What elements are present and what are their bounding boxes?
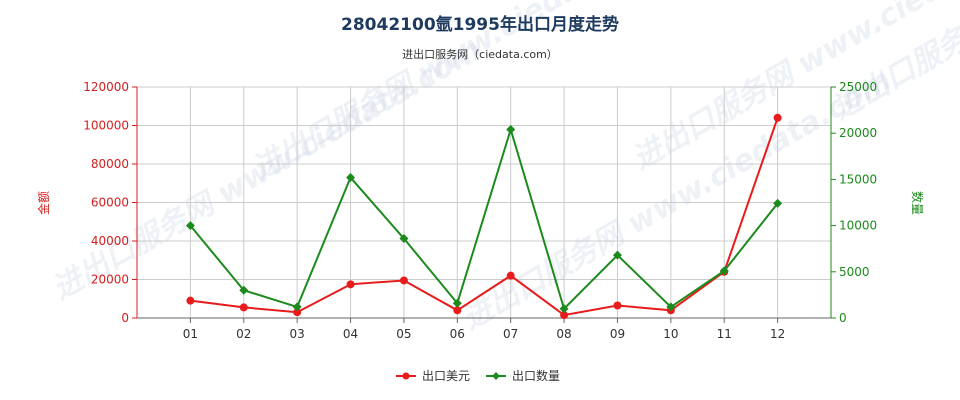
series-usd-point <box>613 301 622 310</box>
series-qty-point <box>773 198 783 208</box>
series-qty-point <box>346 173 356 183</box>
series-layer <box>185 113 783 320</box>
series-qty-point <box>399 234 409 244</box>
x-tick-label: 10 <box>663 327 678 341</box>
legend-usd-marker <box>402 372 410 380</box>
series-usd-point <box>453 306 462 315</box>
series-qty-point <box>292 302 302 312</box>
series-usd-point <box>186 296 195 305</box>
series-usd-point <box>773 113 782 122</box>
x-tick-label: 06 <box>450 327 465 341</box>
x-tick-label: 03 <box>290 327 305 341</box>
left-tick-label: 20000 <box>91 273 129 287</box>
left-tick-label: 40000 <box>91 234 129 248</box>
left-tick-label: 120000 <box>83 80 129 94</box>
left-tick-label: 0 <box>121 311 129 325</box>
left-axis-ticks: 0 20000 40000 60000 80000 100000 120000 <box>83 80 137 325</box>
left-tick-label: 80000 <box>91 157 129 171</box>
right-tick-label: 10000 <box>839 219 877 233</box>
right-axis-ticks: 0 5000 10000 15000 20000 25000 <box>831 80 877 325</box>
legend-qty-label: 出口数量 <box>512 368 560 383</box>
x-tick-label: 11 <box>717 327 732 341</box>
x-tick-label: 01 <box>183 327 198 341</box>
series-qty-point <box>559 304 569 314</box>
series-usd-point <box>239 303 248 312</box>
legend-item-usd[interactable]: 出口美元 <box>396 369 470 383</box>
x-tick-label: 02 <box>236 327 251 341</box>
chart-title: 28042100氩1995年出口月度走势 <box>341 14 619 35</box>
right-tick-label: 20000 <box>839 126 877 140</box>
series-usd-point <box>560 311 569 320</box>
x-tick-label: 09 <box>610 327 625 341</box>
series-qty-point <box>452 298 462 308</box>
x-tick-label: 07 <box>503 327 518 341</box>
series-usd-line <box>190 117 779 317</box>
series-qty-point <box>185 221 195 231</box>
series-usd-point <box>293 308 302 317</box>
legend-qty-marker <box>492 372 500 380</box>
right-axis-label: 数量 <box>910 191 925 215</box>
legend: 出口美元 出口数量 <box>396 368 560 383</box>
series-qty-point <box>612 250 622 260</box>
series-qty-point <box>719 266 729 276</box>
chart-subtitle: 进出口服务网（ciedata.com） <box>402 47 558 61</box>
right-tick-label: 25000 <box>839 80 877 94</box>
series-qty-point <box>239 285 249 295</box>
right-tick-label: 15000 <box>839 172 877 186</box>
series-usd-point <box>346 280 355 289</box>
series-qty-line <box>189 126 779 311</box>
series-qty-point <box>666 302 676 312</box>
x-tick-label: 08 <box>556 327 571 341</box>
right-tick-label: 5000 <box>839 265 870 279</box>
x-tick-label: 04 <box>343 327 358 341</box>
right-tick-label: 0 <box>839 311 847 325</box>
left-axis-label: 金额 <box>36 191 51 215</box>
x-tick-label: 05 <box>396 327 411 341</box>
left-tick-label: 60000 <box>91 196 129 210</box>
legend-usd-label: 出口美元 <box>422 369 470 383</box>
legend-item-qty[interactable]: 出口数量 <box>486 368 560 383</box>
series-usd-point <box>506 271 515 280</box>
left-tick-label: 100000 <box>83 119 129 133</box>
x-axis-ticks: 01 02 03 04 05 06 07 08 09 10 11 12 <box>183 318 785 341</box>
x-tick-label: 12 <box>770 327 785 341</box>
series-qty-point <box>506 125 516 135</box>
series-usd-point <box>399 276 408 285</box>
